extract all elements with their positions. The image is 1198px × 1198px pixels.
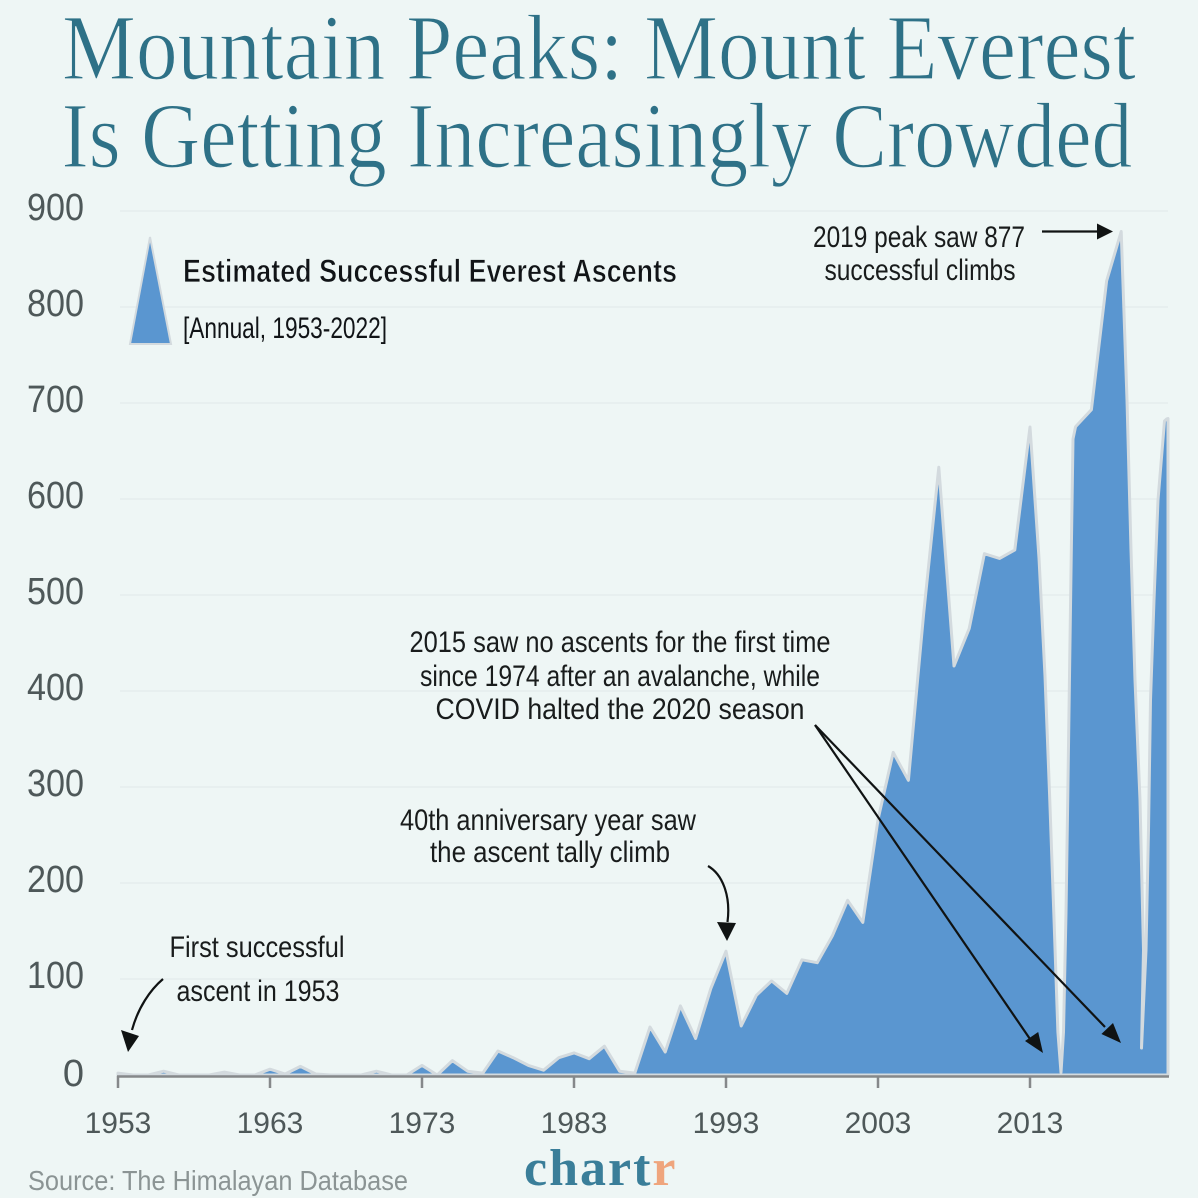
svg-text:2019 peak saw 877: 2019 peak saw 877 [813,221,1025,254]
svg-text:1963: 1963 [237,1107,304,1140]
svg-text:Is Getting Increasingly Crowde: Is Getting Increasingly Crowded [62,85,1133,188]
svg-text:300: 300 [27,763,84,805]
svg-text:COVID halted the 2020 season: COVID halted the 2020 season [436,693,805,726]
svg-text:[Annual, 1953-2022]: [Annual, 1953-2022] [183,312,387,345]
svg-text:since 1974 after an avalanche,: since 1974 after an avalanche, while [420,660,820,693]
svg-text:ascent in 1953: ascent in 1953 [177,975,340,1008]
svg-text:800: 800 [27,283,84,325]
svg-text:1993: 1993 [693,1107,760,1140]
svg-text:1983: 1983 [541,1107,608,1140]
svg-text:Estimated Successful Everest A: Estimated Successful Everest Ascents [183,253,677,289]
svg-text:2015 saw no ascents for the fi: 2015 saw no ascents for the first time [410,626,831,659]
svg-text:1953: 1953 [85,1107,152,1140]
svg-text:Source: The Himalayan Database: Source: The Himalayan Database [28,1165,408,1196]
svg-text:200: 200 [27,859,84,901]
svg-text:First successful: First successful [170,931,345,964]
svg-text:Mountain Peaks: Mount Everest: Mountain Peaks: Mount Everest [62,0,1136,100]
svg-text:successful climbs: successful climbs [825,254,1016,287]
svg-text:700: 700 [27,379,84,421]
svg-text:400: 400 [27,667,84,709]
svg-text:900: 900 [27,187,84,229]
svg-text:chartr: chartr [524,1140,678,1197]
svg-text:600: 600 [27,475,84,517]
svg-text:0: 0 [63,1053,84,1095]
svg-text:100: 100 [27,955,84,997]
svg-text:2003: 2003 [845,1107,912,1140]
svg-text:500: 500 [27,571,84,613]
svg-text:1973: 1973 [389,1107,456,1140]
svg-text:2013: 2013 [997,1107,1064,1140]
svg-text:40th anniversary year saw: 40th anniversary year saw [400,804,696,837]
svg-text:the ascent tally climb: the ascent tally climb [430,836,670,869]
